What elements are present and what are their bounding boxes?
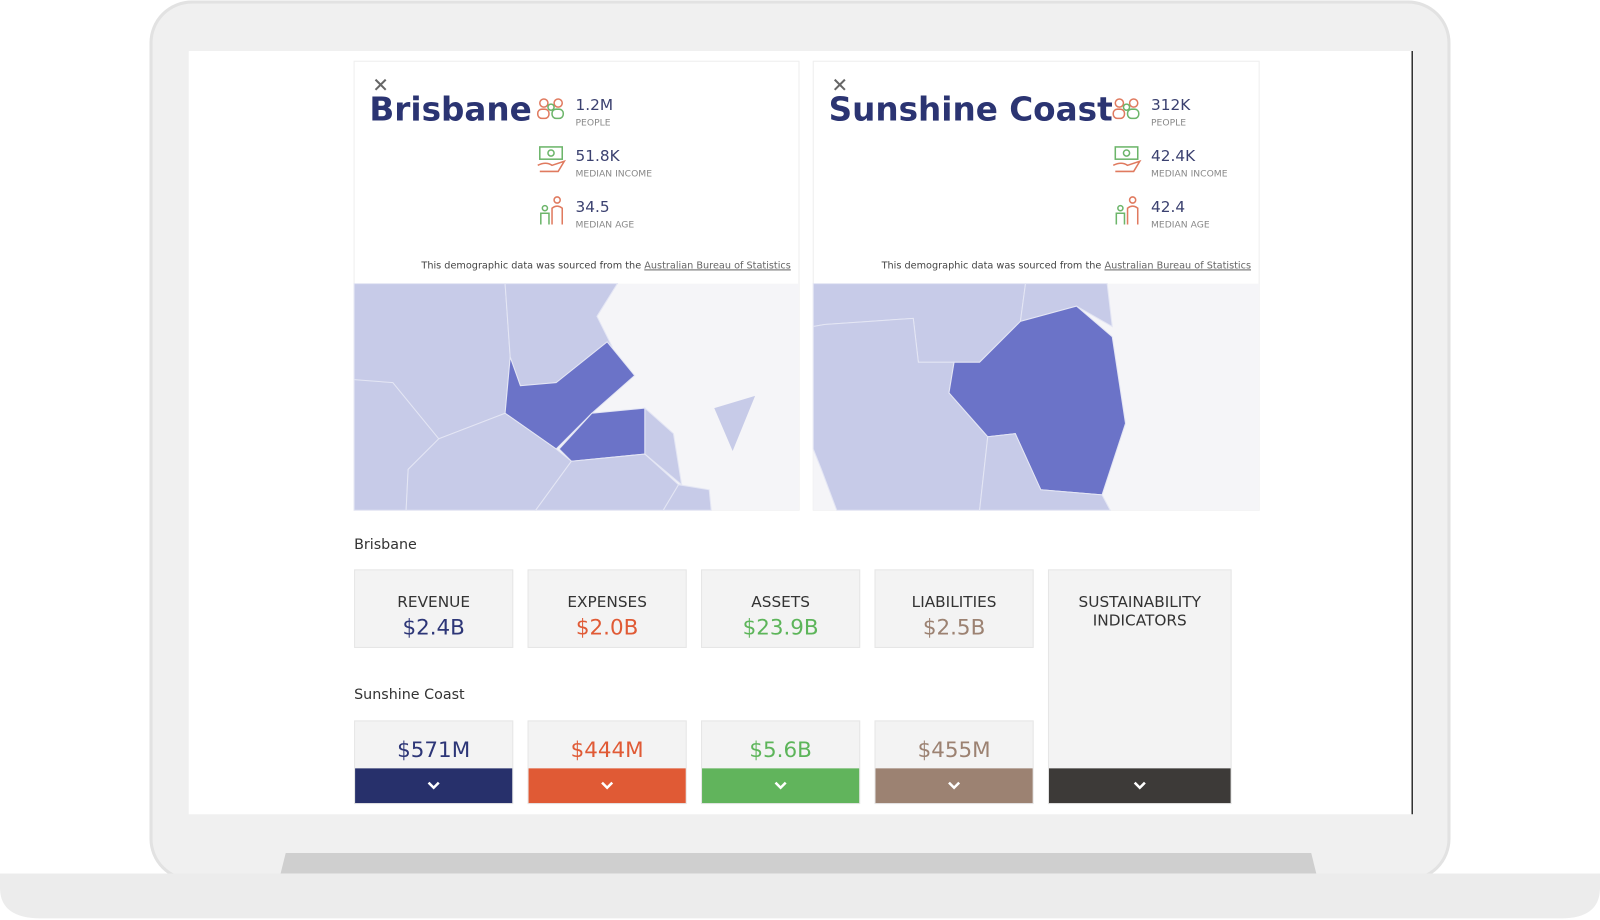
group-label: Sunshine Coast	[354, 686, 465, 704]
metric-label: LIABILITIES	[911, 592, 997, 612]
expand-bar[interactable]	[875, 768, 1033, 804]
laptop-base	[0, 873, 1600, 919]
source-note: This demographic data was sourced from t…	[421, 260, 790, 271]
stat-icon	[536, 98, 565, 120]
source-link[interactable]: Australian Bureau of Statistics	[644, 260, 791, 272]
metric-value: $444M	[570, 737, 644, 763]
stat-value: 34.5	[575, 197, 610, 217]
stat-icon	[537, 146, 567, 173]
metric-card: ASSETS $23.9B	[701, 569, 861, 648]
stat-icon	[540, 196, 564, 225]
chevron	[427, 781, 440, 790]
metric-value: $455M	[917, 737, 991, 763]
expand-bar[interactable]	[1048, 768, 1231, 804]
stat-value: 312K	[1151, 95, 1191, 115]
chevron	[948, 781, 961, 790]
stat-value: 42.4K	[1151, 146, 1196, 166]
expand-bar[interactable]	[702, 768, 860, 804]
source-text: This demographic data was sourced from t…	[881, 260, 1102, 272]
source-link[interactable]: Australian Bureau of Statistics	[1104, 260, 1252, 272]
source-note: This demographic data was sourced from t…	[882, 260, 1251, 271]
stat-value: 42.4	[1151, 197, 1186, 217]
stat-label: MEDIAN AGE	[575, 220, 635, 231]
expand-bar[interactable]	[355, 768, 513, 804]
source-text: This demographic data was sourced from t…	[421, 260, 642, 272]
metric-label: EXPENSES	[567, 592, 647, 612]
metric-card: LIABILITIES $2.5B	[874, 569, 1034, 648]
stat-icon	[1115, 196, 1139, 225]
stat-label: PEOPLE	[575, 118, 611, 129]
stat-label: MEDIAN INCOME	[1151, 169, 1228, 180]
metric-label: REVENUE	[397, 592, 471, 612]
metric-value: $2.5B	[922, 615, 986, 640]
metric-value: $2.4B	[402, 615, 465, 640]
stat-value: 51.8K	[575, 146, 620, 166]
chevron	[601, 781, 614, 790]
stat-icon	[1112, 98, 1140, 120]
map	[812, 283, 1260, 511]
stat-value: 1.2M	[575, 95, 614, 115]
close-icon[interactable]	[833, 78, 846, 91]
stat-label: MEDIAN AGE	[1151, 220, 1210, 231]
metric-card: EXPENSES $2.0B	[527, 569, 687, 648]
hinge	[280, 853, 1317, 874]
metric-card[interactable]: $444M	[527, 720, 687, 805]
metric-value: $2.0B	[575, 615, 639, 640]
metric-value: $23.9B	[742, 615, 819, 640]
city-title: Brisbane	[369, 89, 532, 129]
metric-card[interactable]: $5.6B	[701, 720, 861, 805]
metric-value: $5.6B	[749, 737, 812, 763]
close-icon[interactable]	[374, 78, 387, 91]
group-label: Brisbane	[354, 536, 417, 554]
map	[353, 283, 799, 511]
metric-card[interactable]: $455M	[874, 720, 1034, 805]
stat-icon	[1112, 146, 1142, 173]
stat-label: MEDIAN INCOME	[575, 169, 653, 180]
chevron	[774, 781, 787, 790]
metric-card[interactable]: SUSTAINABILITY INDICATORS	[1047, 569, 1232, 805]
metric-card: REVENUE $2.4B	[354, 569, 514, 648]
chevron	[1133, 781, 1146, 790]
stat-label: PEOPLE	[1151, 118, 1187, 129]
metric-label: ASSETS	[751, 592, 810, 612]
city-title: Sunshine Coast	[828, 89, 1113, 129]
expand-bar[interactable]	[528, 768, 686, 804]
metric-label: SUSTAINABILITY INDICATORS	[1078, 592, 1202, 630]
metric-value: $571M	[397, 737, 471, 763]
metric-card[interactable]: $571M	[354, 720, 514, 805]
